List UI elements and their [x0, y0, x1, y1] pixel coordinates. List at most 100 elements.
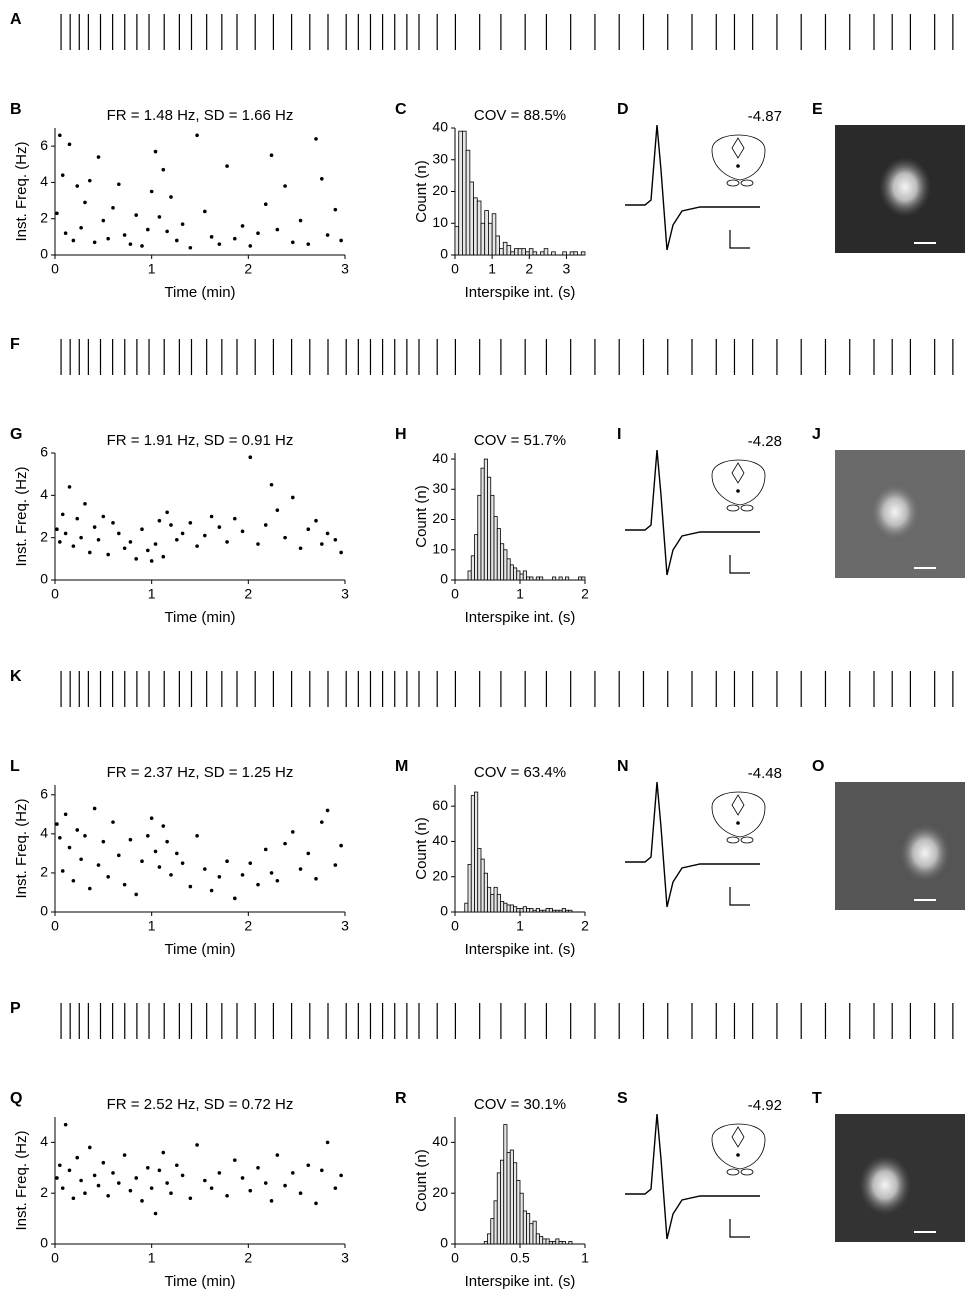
bar: [483, 872, 488, 913]
cerebellum-right: [740, 504, 754, 512]
point: [180, 1173, 185, 1178]
brain-outline: [711, 1123, 766, 1170]
panel-letter: P: [10, 1000, 21, 1017]
point: [298, 546, 303, 551]
x-tick-label: 0: [51, 1250, 59, 1266]
bar: [465, 149, 471, 256]
point: [195, 544, 199, 548]
y-axis-title: Inst. Freq. (Hz): [13, 1130, 30, 1230]
point: [79, 1178, 83, 1183]
point: [165, 839, 169, 844]
y-tick-label: 40: [432, 119, 448, 135]
bar: [519, 908, 524, 913]
bar: [503, 902, 508, 913]
bar: [568, 1241, 573, 1245]
bar: [535, 908, 540, 913]
bar: [529, 576, 534, 581]
point: [169, 523, 173, 527]
nucleus-outline: [731, 137, 745, 159]
point: [175, 851, 179, 856]
point: [146, 834, 150, 838]
bar: [532, 909, 537, 913]
bar: [496, 893, 501, 913]
bar: [539, 576, 544, 581]
point: [248, 1188, 253, 1193]
bar: [500, 901, 505, 913]
point: [106, 552, 110, 557]
point: [55, 1176, 59, 1180]
bar: [548, 908, 553, 913]
x-axis-title: Time (min): [164, 284, 235, 301]
bar: [539, 1235, 544, 1245]
y-tick-label: 2: [40, 528, 48, 544]
point: [134, 213, 138, 217]
point: [83, 1191, 87, 1195]
x-axis-title: Time (min): [164, 609, 235, 626]
cerebellum-left: [726, 504, 740, 512]
waveform: [625, 124, 760, 251]
brain-outline: [711, 791, 766, 838]
point: [146, 1166, 150, 1170]
point: [233, 896, 237, 901]
bar: [552, 576, 557, 581]
point: [67, 485, 72, 489]
recording-site: [736, 1153, 740, 1157]
y-tick-label: 0: [40, 246, 48, 262]
bar: [522, 570, 527, 581]
bar: [529, 1223, 534, 1245]
bar: [542, 909, 547, 913]
point: [188, 1196, 193, 1201]
point: [217, 242, 222, 246]
panel-letter: E: [812, 101, 823, 118]
point: [92, 525, 97, 529]
scale-bar: [729, 230, 750, 249]
panel-letter: S: [617, 1090, 628, 1107]
x-tick-label: 1: [516, 918, 524, 934]
bar: [467, 863, 472, 913]
point: [117, 1181, 121, 1185]
bar: [477, 494, 482, 581]
bar: [509, 1149, 514, 1245]
bar: [528, 248, 534, 256]
point: [134, 1176, 138, 1180]
point: [169, 195, 173, 199]
bar: [521, 248, 526, 256]
bar: [551, 251, 556, 256]
point: [306, 851, 311, 856]
point: [325, 233, 330, 237]
point: [217, 1171, 222, 1175]
point: [263, 202, 268, 206]
waveform: [625, 449, 760, 576]
bar: [503, 1124, 508, 1245]
point: [88, 550, 92, 555]
point: [83, 502, 87, 506]
bregma-coordinate: -4.92: [748, 1097, 782, 1114]
point: [71, 878, 76, 883]
y-tick-label: 6: [40, 785, 48, 801]
point: [269, 1199, 274, 1203]
point: [333, 537, 338, 542]
point: [269, 871, 274, 875]
point: [248, 244, 253, 248]
bar: [565, 909, 570, 913]
point: [146, 548, 150, 553]
point: [140, 527, 144, 531]
point: [67, 845, 72, 850]
point: [306, 527, 311, 531]
x-tick-label: 2: [244, 1250, 252, 1266]
bar: [517, 248, 523, 256]
bar: [490, 1218, 495, 1245]
point: [128, 1188, 133, 1193]
cerebellum-left: [726, 836, 740, 844]
point: [233, 236, 237, 241]
point: [58, 835, 62, 840]
point: [169, 873, 173, 877]
point: [161, 554, 166, 559]
bar: [488, 222, 493, 256]
y-tick-label: 20: [432, 867, 448, 883]
bar: [526, 1213, 531, 1245]
point: [122, 1153, 127, 1157]
scale-bar: [729, 555, 750, 574]
point: [146, 227, 150, 232]
point: [320, 177, 324, 181]
